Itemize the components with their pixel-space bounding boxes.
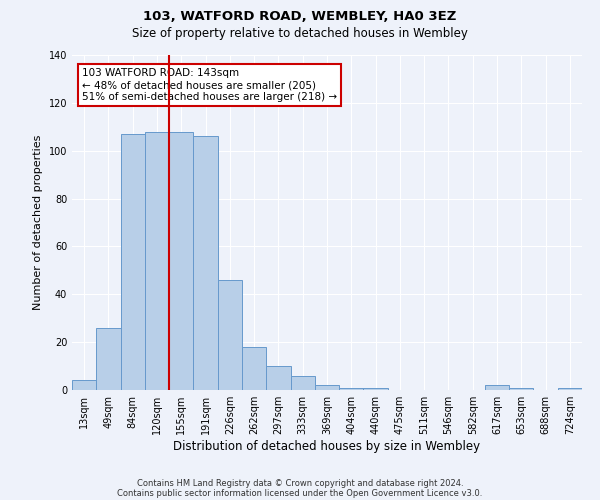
Bar: [218, 280, 242, 390]
Text: Contains HM Land Registry data © Crown copyright and database right 2024.: Contains HM Land Registry data © Crown c…: [137, 478, 463, 488]
Bar: [315, 385, 339, 390]
Text: 103, WATFORD ROAD, WEMBLEY, HA0 3EZ: 103, WATFORD ROAD, WEMBLEY, HA0 3EZ: [143, 10, 457, 23]
Bar: [339, 388, 364, 390]
Bar: [364, 388, 388, 390]
Text: Size of property relative to detached houses in Wembley: Size of property relative to detached ho…: [132, 28, 468, 40]
Bar: [169, 132, 193, 390]
Bar: [509, 388, 533, 390]
Bar: [242, 347, 266, 390]
Y-axis label: Number of detached properties: Number of detached properties: [33, 135, 43, 310]
Bar: [558, 388, 582, 390]
Bar: [266, 366, 290, 390]
Bar: [72, 380, 96, 390]
Text: 103 WATFORD ROAD: 143sqm
← 48% of detached houses are smaller (205)
51% of semi-: 103 WATFORD ROAD: 143sqm ← 48% of detach…: [82, 68, 337, 102]
X-axis label: Distribution of detached houses by size in Wembley: Distribution of detached houses by size …: [173, 440, 481, 453]
Bar: [96, 328, 121, 390]
Bar: [193, 136, 218, 390]
Text: Contains public sector information licensed under the Open Government Licence v3: Contains public sector information licen…: [118, 488, 482, 498]
Bar: [290, 376, 315, 390]
Bar: [145, 132, 169, 390]
Bar: [121, 134, 145, 390]
Bar: [485, 385, 509, 390]
